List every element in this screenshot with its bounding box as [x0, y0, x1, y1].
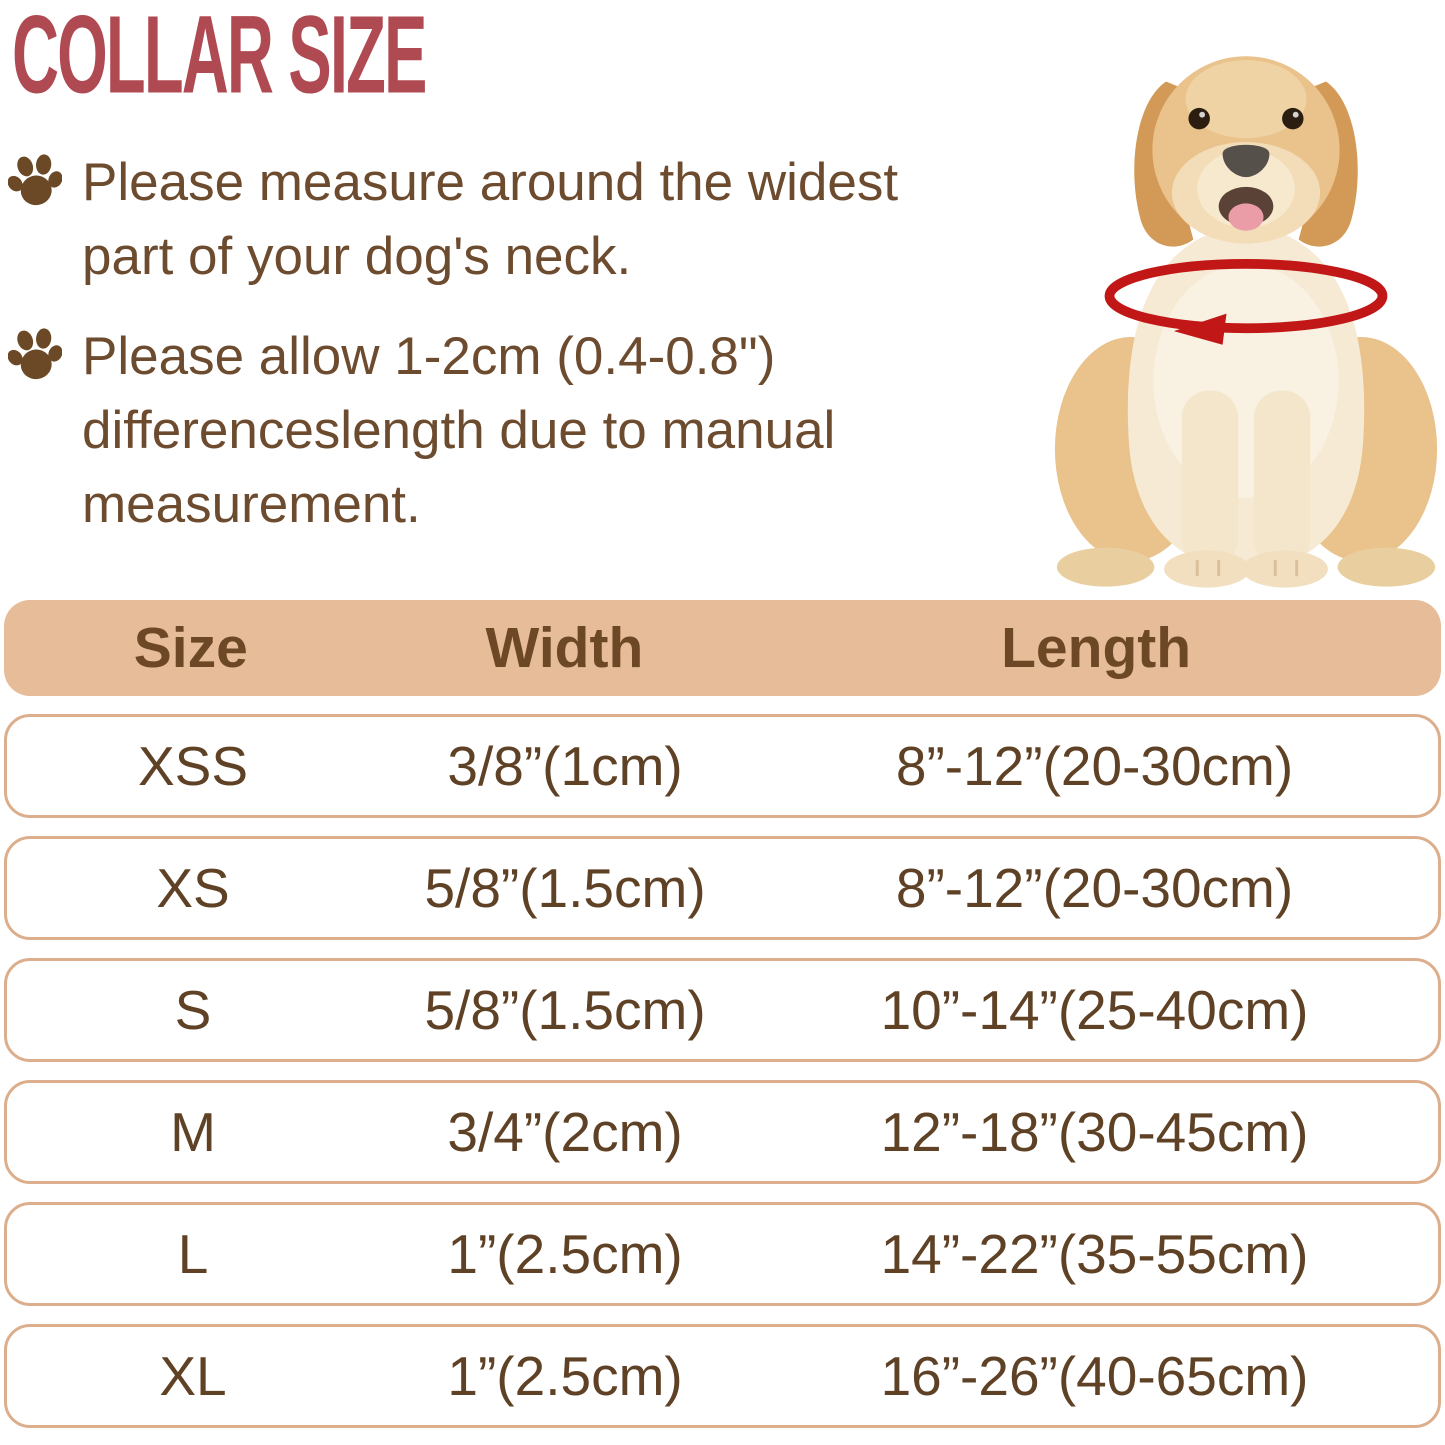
- cell-size: XL: [159, 1345, 227, 1407]
- cell-length: 10”-14”(25-40cm): [880, 979, 1309, 1041]
- table-row: L 1”(2.5cm) 14”-22”(35-55cm): [4, 1202, 1441, 1306]
- cell-width: 5/8”(1.5cm): [424, 857, 706, 919]
- cell-length: 16”-26”(40-65cm): [880, 1345, 1309, 1407]
- cell-width: 1”(2.5cm): [447, 1345, 683, 1407]
- note-text: Please allow 1-2cm (0.4-0.8") difference…: [82, 327, 836, 535]
- cell-length: 8”-12”(20-30cm): [895, 735, 1294, 797]
- puppy-eye: [1188, 107, 1210, 130]
- cell-size: L: [177, 1223, 209, 1285]
- puppy-photo: [1051, 0, 1441, 596]
- cell-length: 14”-22”(35-55cm): [880, 1223, 1309, 1285]
- table-row: S 5/8”(1.5cm) 10”-14”(25-40cm): [4, 958, 1441, 1062]
- measuring-loop: [1104, 259, 1388, 334]
- table-row: XL 1”(2.5cm) 16”-26”(40-65cm): [4, 1324, 1441, 1428]
- cell-width: 3/8”(1cm): [447, 735, 683, 797]
- puppy-nose: [1222, 144, 1270, 178]
- col-header-size: Size: [133, 616, 248, 680]
- page-title: COLLAR SIZE: [12, 0, 427, 117]
- cell-width: 5/8”(1.5cm): [424, 979, 706, 1041]
- measuring-loop-arrow: [1173, 313, 1227, 345]
- note-measure-neck: Please measure around the widest part of…: [7, 146, 1008, 294]
- cell-size: S: [174, 979, 212, 1041]
- cell-length: 8”-12”(20-30cm): [895, 857, 1294, 919]
- table-header-row: Size Width Length: [4, 600, 1441, 696]
- col-header-width: Width: [485, 616, 644, 680]
- col-header-length: Length: [1001, 616, 1192, 680]
- table-row: M 3/4”(2cm) 12”-18”(30-45cm): [4, 1080, 1441, 1184]
- size-table: Size Width Length XSS 3/8”(1cm) 8”-12”(2…: [4, 600, 1441, 1428]
- table-row: XS 5/8”(1.5cm) 8”-12”(20-30cm): [4, 836, 1441, 940]
- cell-size: XSS: [137, 735, 249, 797]
- puppy-eye: [1282, 107, 1304, 130]
- paw-icon: [7, 326, 63, 380]
- table-row: XSS 3/8”(1cm) 8”-12”(20-30cm): [4, 714, 1441, 818]
- cell-width: 1”(2.5cm): [447, 1223, 683, 1285]
- note-text: Please measure around the widest part of…: [82, 153, 899, 287]
- paw-icon: [7, 152, 63, 206]
- puppy-tongue: [1228, 203, 1264, 231]
- cell-size: M: [170, 1101, 216, 1163]
- note-allow-difference: Please allow 1-2cm (0.4-0.8") difference…: [7, 320, 1008, 543]
- cell-length: 12”-18”(30-45cm): [880, 1101, 1309, 1163]
- cell-size: XS: [156, 857, 230, 919]
- cell-width: 3/4”(2cm): [447, 1101, 683, 1163]
